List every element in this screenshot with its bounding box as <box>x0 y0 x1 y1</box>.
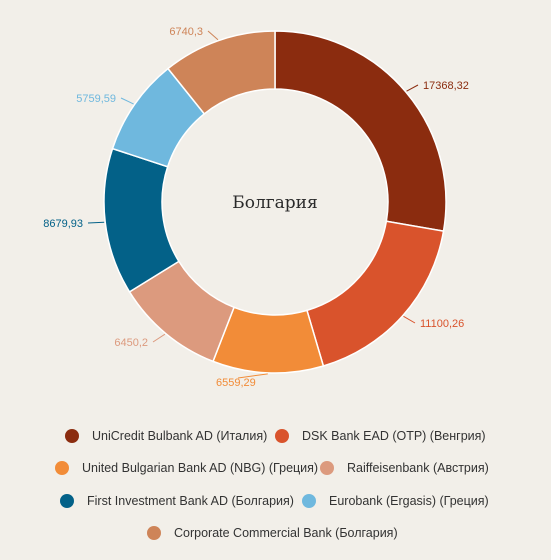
leader-line-1 <box>403 315 416 324</box>
legend-swatch <box>55 461 69 475</box>
legend-label: Eurobank (Ergasis) (Греция) <box>329 494 489 508</box>
legend-swatch <box>320 461 334 475</box>
legend-label: First Investment Bank AD (Болгария) <box>87 494 294 508</box>
value-label-1: 11100,26 <box>420 318 464 330</box>
slices-layer <box>103 30 447 374</box>
value-label-0: 17368,32 <box>423 80 469 92</box>
legend-swatch <box>147 526 161 540</box>
chart-title: Болгария <box>232 193 318 213</box>
legend-item-4[interactable]: First Investment Bank AD (Болгария) <box>60 494 294 508</box>
legend-label: UniCredit Bulbank AD (Италия) <box>92 429 268 443</box>
legend-label: DSK Bank EAD (OTP) (Венгрия) <box>302 429 486 443</box>
leader-line-0 <box>406 84 419 92</box>
donut-slice-0[interactable] <box>274 30 447 232</box>
legend-item-6[interactable]: Corporate Commercial Bank (Болгария) <box>147 526 398 540</box>
legend-swatch <box>275 429 289 443</box>
leader-line-3 <box>152 333 166 343</box>
value-label-4: 8679,93 <box>43 218 83 230</box>
legend-swatch <box>302 494 316 508</box>
value-label-3: 6450,2 <box>114 337 148 349</box>
value-labels-layer: 17368,32 11100,26 6559,29 6450,2 8679,93 5759… <box>43 26 469 389</box>
legend-label: United Bulgarian Bank AD (NBG) (Греция) <box>82 461 319 475</box>
leader-line-6 <box>207 30 219 41</box>
legend-label: Corporate Commercial Bank (Болгария) <box>174 526 398 540</box>
legend-item-0[interactable]: UniCredit Bulbank AD (Италия) <box>65 429 267 443</box>
donut-slice-1[interactable] <box>306 220 445 367</box>
legend-item-1[interactable]: DSK Bank EAD (OTP) (Венгрия) <box>275 429 486 443</box>
leader-line-4 <box>87 221 105 224</box>
legend-item-2[interactable]: United Bulgarian Bank AD (NBG) (Греция) <box>55 461 318 475</box>
value-label-2: 6559,29 <box>216 377 256 389</box>
leader-line-2 <box>237 373 268 379</box>
value-label-5: 5759,59 <box>76 93 116 105</box>
donut-chart-svg: 17368,32 11100,26 6559,29 6450,2 8679,93 5759… <box>43 26 469 389</box>
legend-swatch <box>65 429 79 443</box>
legend-item-5[interactable]: Eurobank (Ergasis) (Греция) <box>302 494 489 508</box>
leader-lines-layer <box>87 30 419 379</box>
legend-label: Raiffeisenbank (Австрия) <box>347 461 489 475</box>
value-label-6: 6740,3 <box>169 26 203 38</box>
donut-slice-6[interactable] <box>166 30 276 115</box>
legend-swatch <box>60 494 74 508</box>
leader-line-5 <box>120 97 134 105</box>
legend-item-3[interactable]: Raiffeisenbank (Австрия) <box>320 461 489 475</box>
